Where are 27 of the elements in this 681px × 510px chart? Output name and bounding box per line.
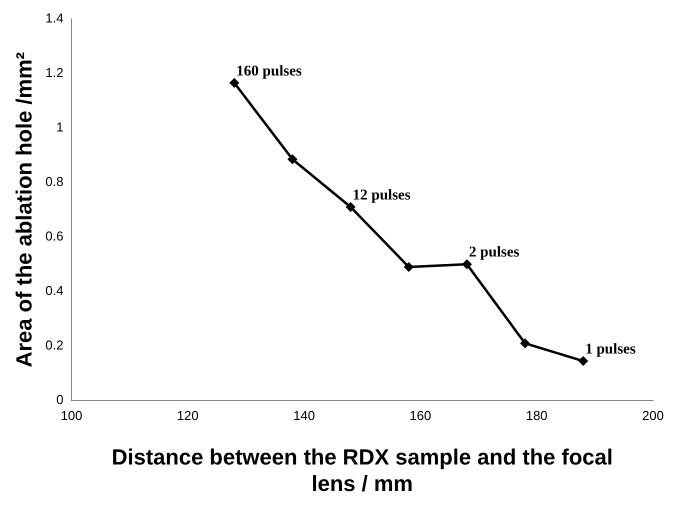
y-tick-label: 0.6 — [45, 228, 64, 244]
x-tick-label: 160 — [410, 408, 432, 423]
x-axis-title: Distance between the RDX sample and the focal lens / mm — [112, 444, 613, 496]
point — [287, 154, 298, 164]
annotation: 160 pulses — [236, 63, 302, 80]
point — [404, 262, 414, 272]
x-tick-label: 100 — [60, 408, 82, 423]
point — [229, 78, 240, 88]
annotation: 12 pulses — [352, 187, 411, 204]
y-axis-title: Area of the ablation hole /mm² — [11, 52, 36, 368]
y-tick-label: 0.2 — [45, 338, 64, 353]
x-tick-label: 120 — [176, 408, 199, 423]
annotation: 2 pulses — [468, 244, 520, 261]
y-tick-label: 1.2 — [45, 64, 64, 80]
y-tick-label: 1.4 — [45, 10, 64, 26]
point — [520, 338, 530, 348]
y-tick-label: 0.4 — [45, 283, 64, 298]
point — [346, 202, 356, 212]
x-tick-label: 200 — [642, 408, 664, 423]
annotation: 1 pulses — [585, 341, 636, 358]
y-tick-label: 0.8 — [45, 174, 64, 190]
y-tick-label: 1 — [56, 119, 64, 134]
y-tick-label: 0 — [56, 392, 64, 408]
x-tick-label: 140 — [293, 408, 315, 423]
point — [578, 356, 588, 366]
point — [462, 259, 472, 270]
x-tick-label: 180 — [526, 408, 548, 423]
